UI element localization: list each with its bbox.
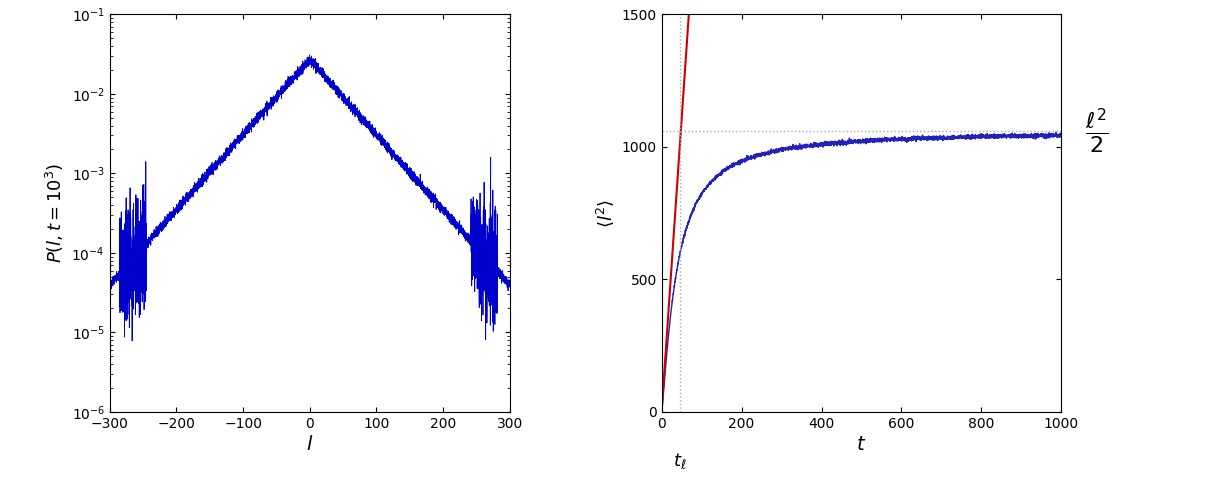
Text: $\dfrac{\ell^2}{2}$: $\dfrac{\ell^2}{2}$ xyxy=(1086,106,1109,156)
X-axis label: $l$: $l$ xyxy=(306,435,314,454)
Text: $t_\ell$: $t_\ell$ xyxy=(672,451,687,471)
Y-axis label: $\langle l^2 \rangle$: $\langle l^2 \rangle$ xyxy=(595,198,616,228)
X-axis label: $t$: $t$ xyxy=(856,435,866,454)
Y-axis label: $P(l, t=10^3)$: $P(l, t=10^3)$ xyxy=(44,163,66,263)
